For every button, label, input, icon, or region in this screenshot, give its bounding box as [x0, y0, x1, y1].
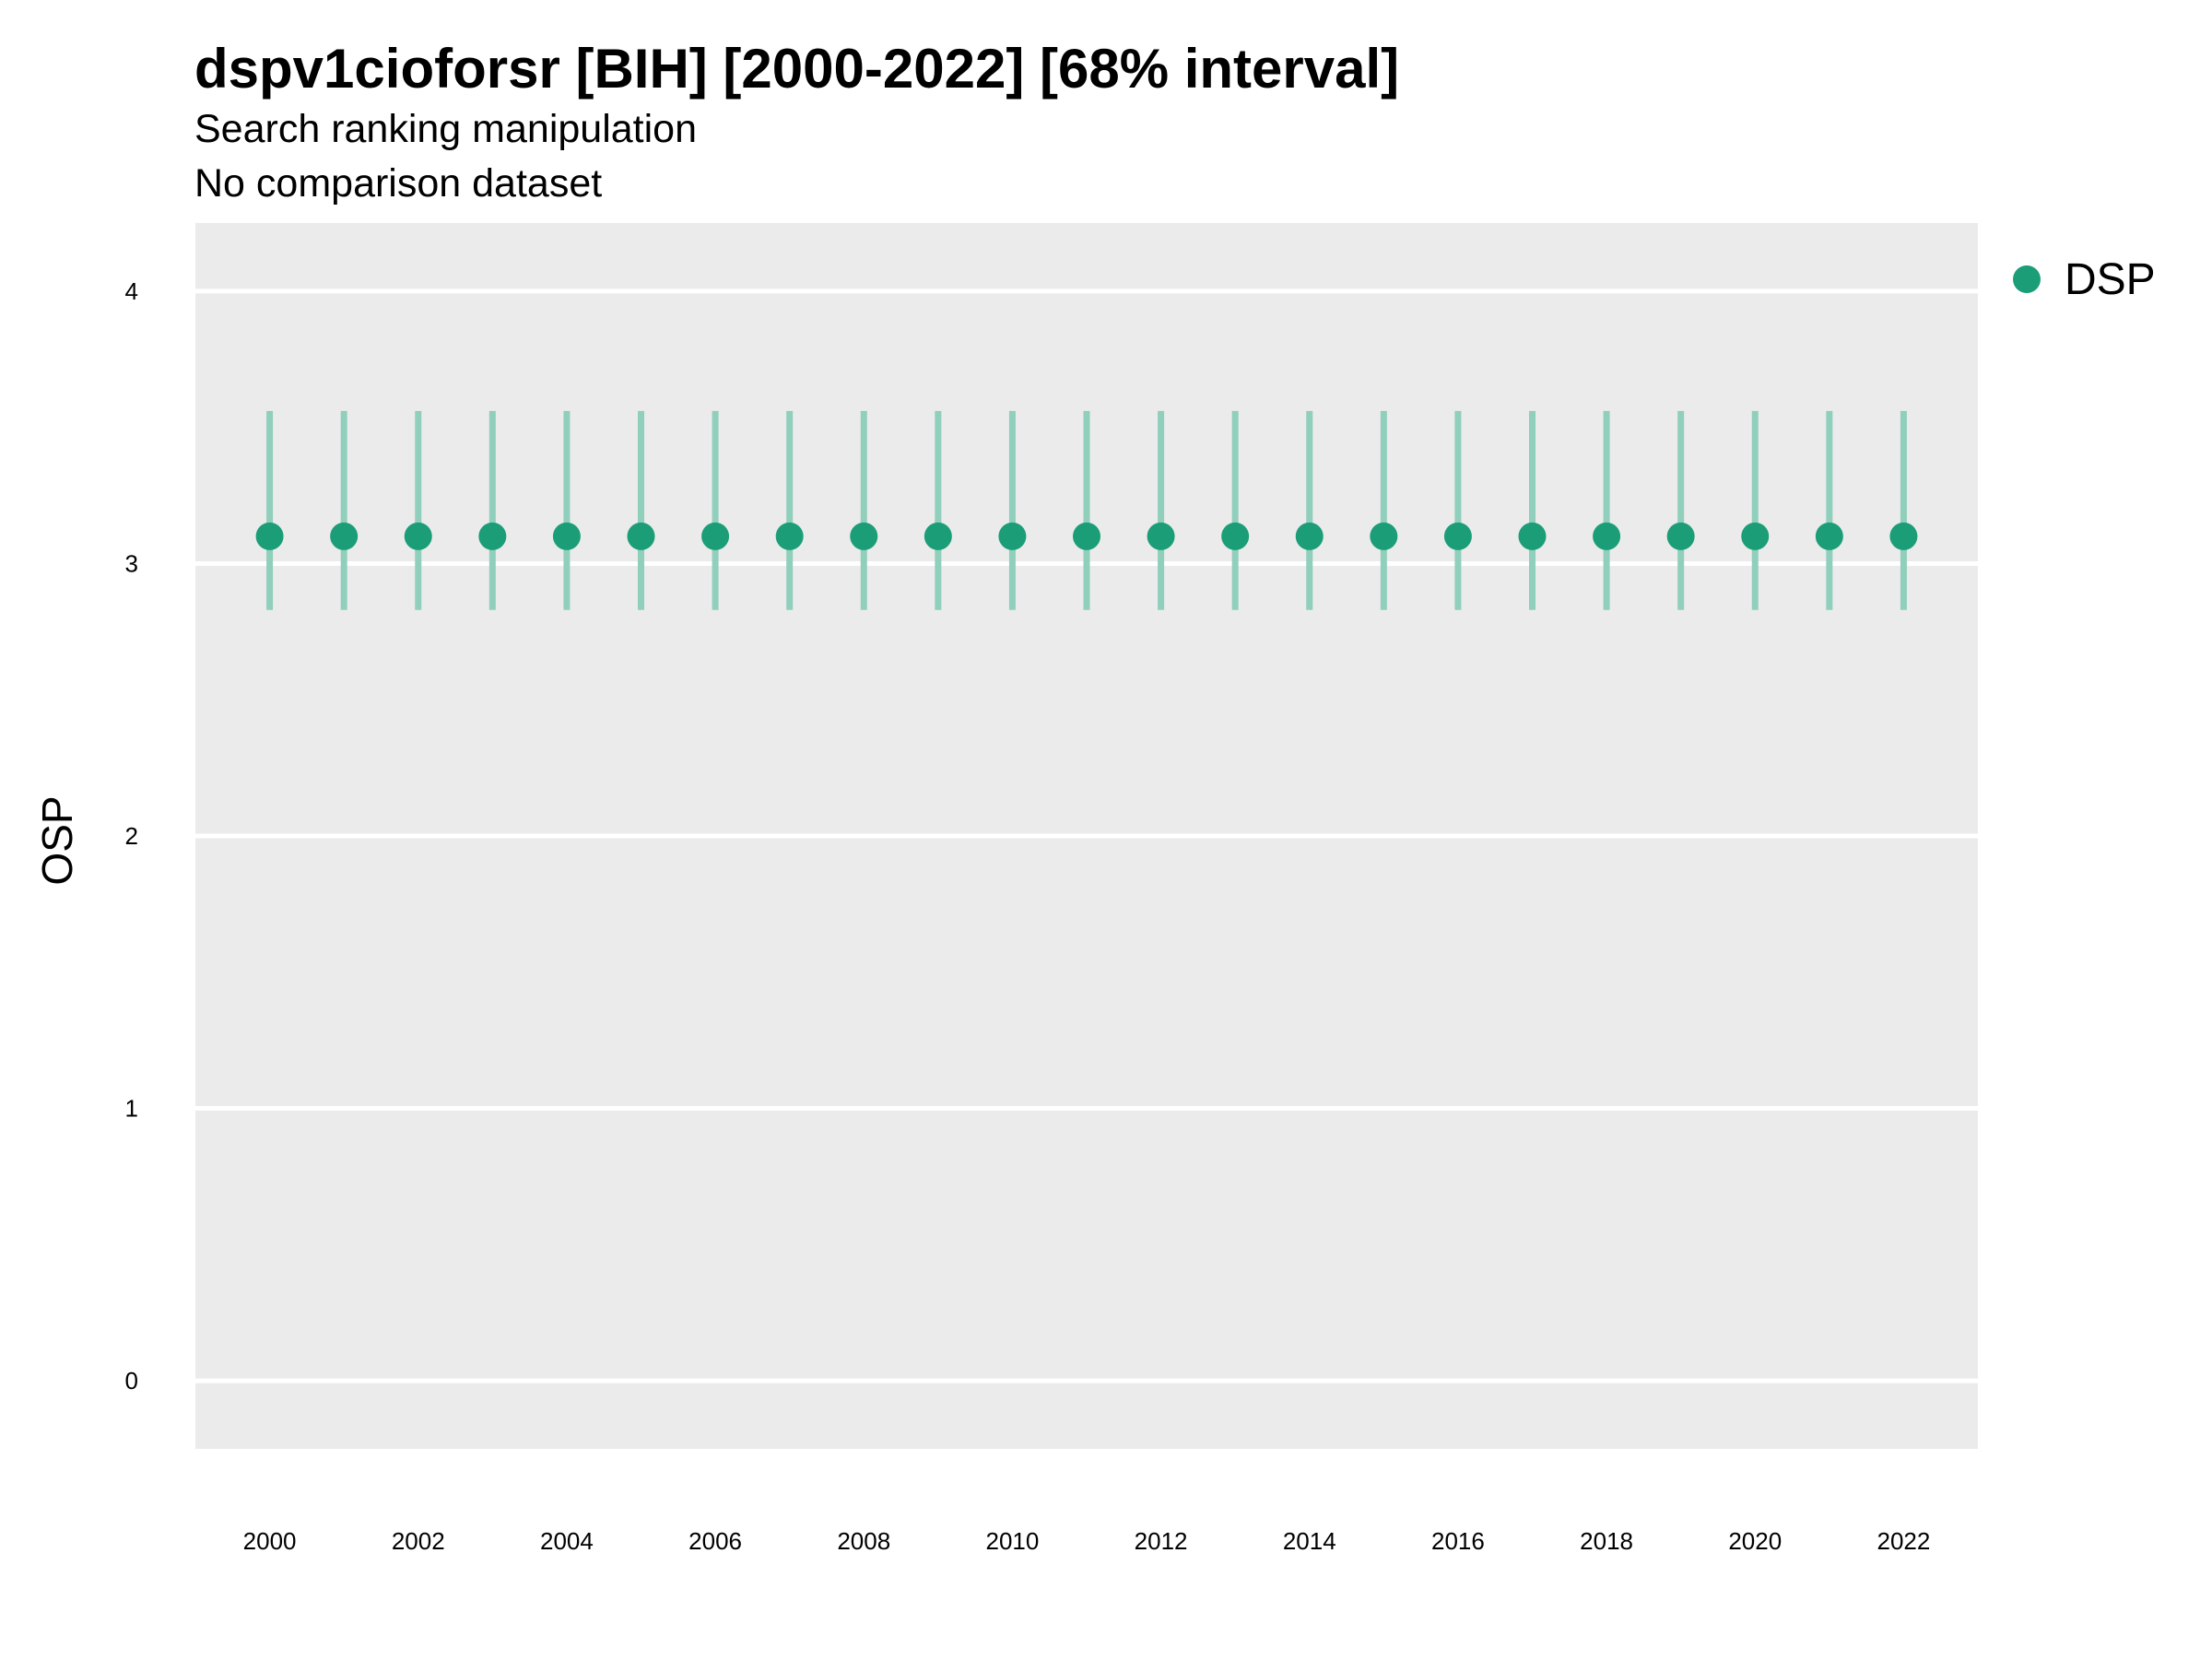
x-tick-label-2016: 2016: [1431, 1527, 1485, 1555]
x-tick-label-2006: 2006: [688, 1527, 742, 1555]
point-2008: [850, 522, 878, 550]
point-2004: [552, 522, 581, 550]
legend-key-dsp: [2013, 265, 2041, 293]
x-tick-label-2010: 2010: [985, 1527, 1039, 1555]
x-tick-label-2014: 2014: [1283, 1527, 1336, 1555]
x-tick-labels: 2000 2002 2004 2006 2008 2010 2012 2014 2016 2018…: [243, 1527, 1931, 1555]
point-2015: [1370, 522, 1398, 550]
point-2005: [627, 522, 655, 550]
point-2014: [1295, 522, 1324, 550]
point-2000: [255, 522, 284, 550]
point-2006: [701, 522, 730, 550]
point-2007: [775, 522, 804, 550]
point-2016: [1443, 522, 1472, 550]
legend: DSP: [2013, 252, 2156, 307]
point-2009: [924, 522, 952, 550]
chart-title: dspv1cioforsr [BIH] [2000-2022] [68% int…: [194, 38, 1400, 100]
point-2012: [1147, 522, 1175, 550]
y-tick-label-3: 3: [125, 549, 138, 577]
point-2001: [330, 522, 359, 550]
point-2018: [1593, 522, 1621, 550]
point-2011: [1073, 522, 1100, 550]
point-2013: [1221, 522, 1250, 550]
x-tick-label-2022: 2022: [1877, 1527, 1930, 1555]
y-axis-label: OSP: [33, 795, 81, 885]
point-2021: [1815, 522, 1843, 550]
point-2003: [478, 522, 507, 550]
data-points: [255, 522, 1918, 550]
point-2019: [1666, 522, 1695, 550]
point-2022: [1889, 522, 1918, 550]
x-tick-label-2004: 2004: [540, 1527, 594, 1555]
legend-label-dsp: DSP: [2065, 254, 2156, 304]
x-tick-label-2002: 2002: [392, 1527, 445, 1555]
x-tick-label-2008: 2008: [837, 1527, 890, 1555]
x-tick-label-2012: 2012: [1135, 1527, 1188, 1555]
y-tick-label-2: 2: [125, 822, 138, 850]
point-2002: [404, 522, 432, 550]
y-tick-label-0: 0: [125, 1367, 138, 1394]
y-tick-label-4: 4: [125, 277, 138, 305]
y-tick-labels: 0 1 2 3 4: [125, 277, 138, 1394]
interval-bars: [266, 410, 1907, 610]
point-2010: [998, 522, 1027, 550]
x-tick-label-2020: 2020: [1728, 1527, 1782, 1555]
chart-caption: No comparison dataset: [194, 161, 603, 206]
chart-subtitle: Search ranking manipulation: [194, 107, 697, 151]
x-tick-label-2018: 2018: [1580, 1527, 1633, 1555]
point-2017: [1518, 522, 1547, 550]
y-tick-label-1: 1: [125, 1095, 138, 1123]
point-2020: [1741, 522, 1770, 550]
x-tick-label-2000: 2000: [243, 1527, 297, 1555]
